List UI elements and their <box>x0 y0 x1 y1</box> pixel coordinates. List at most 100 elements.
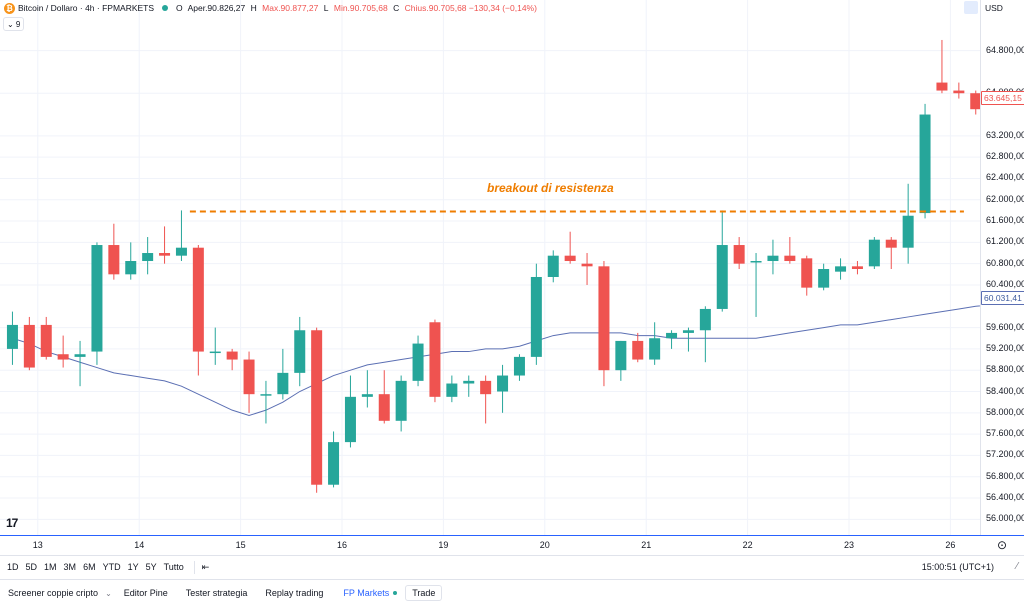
candle-body <box>57 354 69 360</box>
candle-body <box>598 266 610 371</box>
candle-body <box>666 332 678 339</box>
ohlc-open-key: O <box>176 3 183 13</box>
candle <box>328 431 340 488</box>
tab-screener[interactable]: Screener coppie cripto ⌄ <box>8 588 112 598</box>
tab-strategy-tester[interactable]: Tester strategia <box>186 588 248 598</box>
candle-body <box>159 253 171 256</box>
time-tick-label: 16 <box>337 540 348 550</box>
candle-body <box>311 330 323 485</box>
candle-body <box>192 247 204 352</box>
candle-body <box>108 245 120 275</box>
candle <box>598 261 610 387</box>
range-1d-button[interactable]: 1D <box>7 562 19 572</box>
candle-body <box>716 245 728 309</box>
price-chart[interactable] <box>0 0 980 535</box>
candle <box>74 340 86 387</box>
candle <box>666 330 678 349</box>
price-tick-label: 58.400,00 <box>986 385 1024 396</box>
candle-body <box>226 351 238 360</box>
moving-average <box>12 305 980 417</box>
price-tick-label: 56.400,00 <box>986 492 1024 503</box>
range-all-button[interactable]: Tutto <box>163 562 184 572</box>
candle-body <box>480 380 492 395</box>
candle-body <box>750 261 762 263</box>
market-status-icon <box>162 5 169 11</box>
candle-body <box>530 276 542 357</box>
candle <box>868 237 880 269</box>
price-tick-label: 58.000,00 <box>986 406 1024 417</box>
range-1y-button[interactable]: 1Y <box>127 562 139 572</box>
price-tick-label: 57.200,00 <box>986 449 1024 460</box>
candle-body <box>699 308 711 331</box>
compare-icon[interactable]: ⁄ <box>1016 561 1018 572</box>
tab-fp-markets[interactable]: FP Markets <box>343 588 398 598</box>
calendar-range-icon[interactable]: ⇤ <box>201 561 210 572</box>
tradingview-logo: 17 <box>6 516 18 530</box>
candle <box>395 375 407 432</box>
candle-body <box>818 269 830 288</box>
candle <box>615 340 627 381</box>
candle-body <box>767 255 779 262</box>
tab-pine-editor-label: Editor Pine <box>123 588 168 598</box>
candle-body <box>23 324 35 368</box>
range-3m-button[interactable]: 3M <box>63 562 77 572</box>
candle <box>699 306 711 363</box>
currency-label[interactable]: USD <box>985 3 1003 13</box>
price-axis[interactable]: 64.800,0064.000,0063.200,0062.800,0062.4… <box>980 0 1024 535</box>
ma-line <box>12 305 980 417</box>
connected-status-icon <box>393 591 398 595</box>
tab-strategy-tester-label: Tester strategia <box>185 588 248 598</box>
candle <box>919 103 931 219</box>
chevron-down-icon: ⌄ <box>105 588 112 598</box>
range-5y-button[interactable]: 5Y <box>145 562 157 572</box>
candle-body <box>463 380 475 384</box>
chart-legend: ₿ Bitcoin / Dollaro · 4h · FPMARKETS O A… <box>0 0 540 16</box>
candle-body <box>142 253 154 262</box>
symbol-title[interactable]: Bitcoin / Dollaro · 4h · FPMARKETS <box>18 3 155 13</box>
tab-replay-trading-label: Replay trading <box>265 588 324 598</box>
candle <box>175 210 187 262</box>
candle <box>294 316 306 387</box>
candle-body <box>378 394 390 421</box>
candle <box>581 253 593 285</box>
candle <box>209 327 221 365</box>
candle-body <box>581 263 593 267</box>
breakout-annotation: breakout di resistenza <box>487 181 614 195</box>
toolbar-divider <box>193 560 195 574</box>
candle-body <box>277 372 289 395</box>
ohlc-high-key: H <box>250 3 257 13</box>
price-tick-label: 60.800,00 <box>986 257 1024 268</box>
candle <box>277 348 289 400</box>
range-ytd-button[interactable]: YTD <box>102 562 121 572</box>
candle <box>530 263 542 365</box>
candle-body <box>682 330 694 333</box>
candle <box>480 375 492 424</box>
time-axis[interactable]: 13 14 15 16 19 20 21 22 23 26 <box>0 535 1024 555</box>
candle <box>835 258 847 280</box>
time-tick-label: 15 <box>235 540 246 550</box>
range-6m-button[interactable]: 6M <box>83 562 96 572</box>
tab-replay-trading[interactable]: Replay trading <box>265 588 323 598</box>
range-1m-button[interactable]: 1M <box>44 562 57 572</box>
range-5d-button[interactable]: 5D <box>25 562 38 572</box>
auto-scale-icon[interactable] <box>964 1 978 14</box>
candle <box>547 250 559 283</box>
ma-price-tag: 60.031,41 <box>981 291 1024 305</box>
candle-body <box>902 215 914 248</box>
clock-timezone-button[interactable]: 15:00:51 (UTC+1) <box>921 562 994 572</box>
candle-body <box>564 255 576 262</box>
ohlc-close-value: Chius.90.705,68 −130,34 (−0,14%) <box>404 3 537 13</box>
candle-body <box>919 114 931 214</box>
candle-body <box>395 380 407 421</box>
candle <box>361 370 373 408</box>
candle <box>142 237 154 275</box>
price-tick-label: 61.200,00 <box>986 236 1024 247</box>
candle <box>953 82 965 99</box>
candle <box>463 375 475 397</box>
trade-button[interactable]: Trade <box>405 585 443 601</box>
tab-pine-editor[interactable]: Editor Pine <box>124 588 168 598</box>
candle-body <box>344 396 356 443</box>
candle-body <box>835 266 847 272</box>
axis-settings-icon[interactable]: ⊙ <box>997 538 1008 552</box>
indicators-toggle-button[interactable]: ⌄ 9 <box>3 17 25 31</box>
